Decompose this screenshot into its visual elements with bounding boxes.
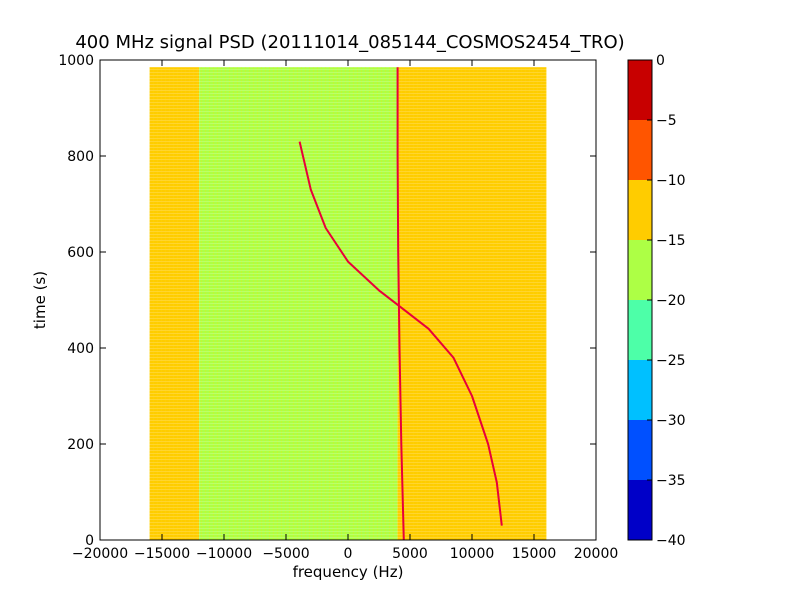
x-tick-label-0: −20000	[72, 546, 128, 562]
colorbar-tick-label-6: −30	[656, 413, 686, 429]
colorbar-tick-label-0: 0	[656, 53, 665, 69]
x-tick-label-8: 20000	[574, 546, 619, 562]
x-tick-label-3: −5000	[262, 546, 309, 562]
colorbar-band-0	[628, 480, 652, 540]
colorbar-band-2	[628, 360, 652, 420]
x-tick-label-2: −10000	[196, 546, 252, 562]
y-tick-label-0: 0	[85, 533, 94, 549]
colorbar-bands	[628, 60, 652, 540]
colorbar-tick-label-7: −35	[656, 473, 686, 489]
signal-trace-0	[298, 141, 503, 526]
colorbar-band-6	[628, 120, 652, 180]
colorbar-tick-label-2: −10	[656, 173, 686, 189]
colorbar-tick-label-8: −40	[656, 533, 686, 549]
colorbar-band-7	[628, 60, 652, 120]
x-tick-label-7: 15000	[512, 546, 557, 562]
row-texture	[149, 67, 547, 540]
colorbar-band-5	[628, 180, 652, 240]
colorbar-band-4	[628, 240, 652, 300]
y-tick-label-5: 1000	[58, 53, 94, 69]
x-axis-label: frequency (Hz)	[293, 563, 404, 581]
colorbar-band-3	[628, 300, 652, 360]
signal-trace-1	[396, 67, 405, 540]
chart-title: 400 MHz signal PSD (20111014_085144_COSM…	[75, 32, 624, 53]
colorbar-tick-label-3: −15	[656, 233, 686, 249]
x-tick-label-6: 10000	[450, 546, 495, 562]
y-tick-label-1: 200	[67, 437, 94, 453]
x-tick-label-1: −15000	[134, 546, 190, 562]
colorbar-ticks: 0 −5 −10 −15 −20 −25 −30 −35 −40	[647, 53, 686, 549]
y-tick-label-4: 800	[67, 149, 94, 165]
y-tick-label-2: 400	[67, 341, 94, 357]
x-tick-label-5: 5000	[392, 546, 428, 562]
colorbar-tick-label-1: −5	[656, 113, 677, 129]
y-axis-label: time (s)	[31, 271, 49, 329]
y-tick-label-3: 600	[67, 245, 94, 261]
signal-traces	[298, 67, 503, 540]
plot-area	[149, 67, 547, 540]
colorbar-band-1	[628, 420, 652, 480]
colorbar-tick-label-4: −20	[656, 293, 686, 309]
y-axis-ticks: 0 200 400 600 800 1000	[58, 53, 596, 549]
colorbar-tick-label-5: −25	[656, 353, 686, 369]
colorbar: 0 −5 −10 −15 −20 −25 −30 −35 −40	[627, 53, 686, 549]
x-tick-label-4: 0	[344, 546, 353, 562]
x-axis-ticks: −20000 −15000 −10000 −5000 0 5000 10000 15000 20…	[72, 60, 618, 562]
